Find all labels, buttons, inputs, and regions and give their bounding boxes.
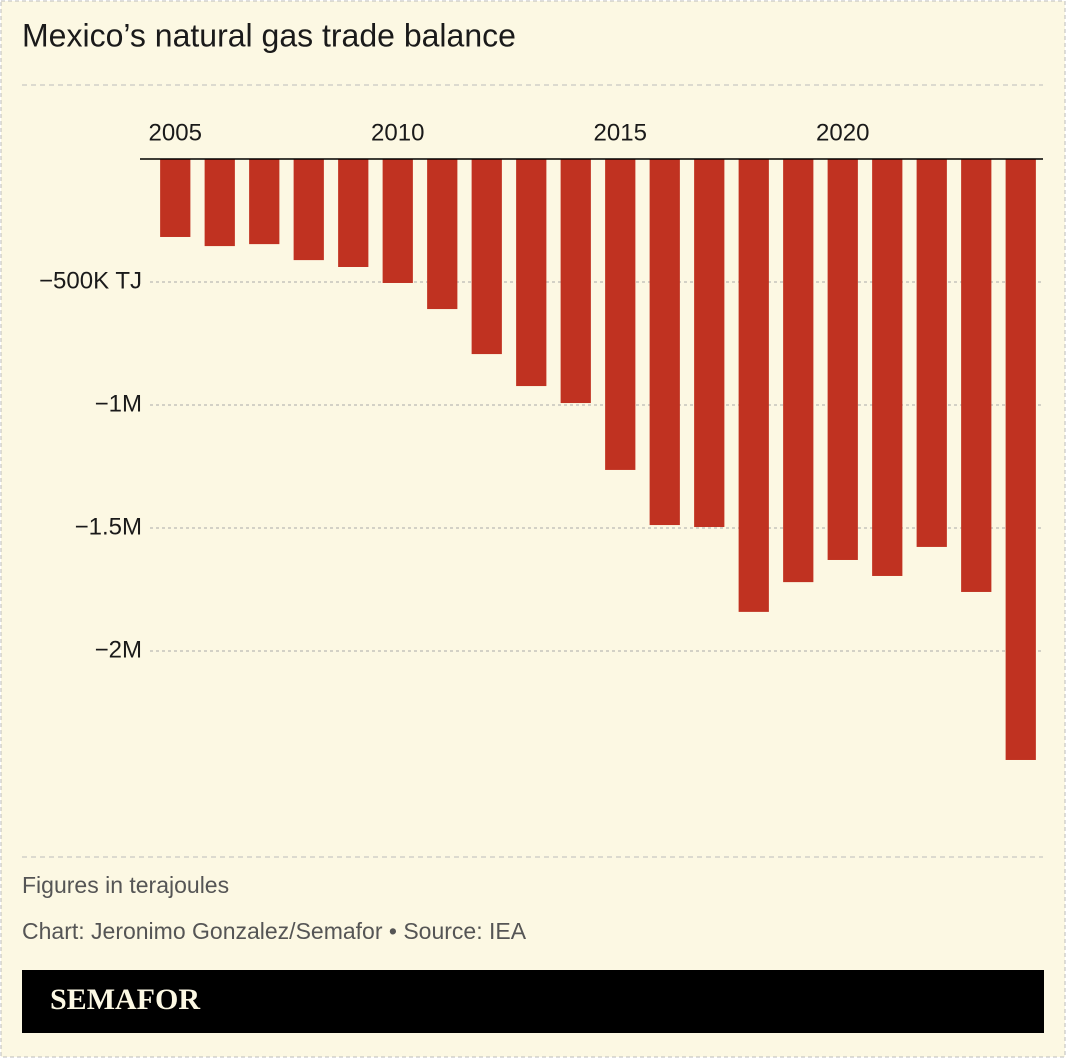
bar — [427, 159, 458, 310]
bar — [560, 159, 591, 404]
bar — [783, 159, 814, 583]
bar — [649, 159, 680, 526]
brand-logo: SEMAFOR — [50, 983, 200, 1016]
chart-title: Mexico’s natural gas trade balance — [22, 17, 516, 53]
bar — [516, 159, 547, 387]
bar — [694, 159, 725, 528]
bar — [872, 159, 903, 576]
x-tick-label: 2005 — [149, 119, 202, 146]
bar — [293, 159, 324, 261]
note: Figures in terajoules — [22, 872, 229, 898]
bar — [1005, 159, 1036, 760]
x-tick-label: 2010 — [371, 119, 424, 146]
bar — [961, 159, 992, 592]
bar — [249, 159, 280, 245]
bar — [916, 159, 947, 547]
y-tick-label: −2M — [95, 636, 142, 663]
bar — [605, 159, 636, 470]
x-tick-label: 2015 — [594, 119, 647, 146]
bar — [382, 159, 413, 283]
y-tick-label: −500K TJ — [39, 267, 142, 294]
credit: Chart: Jeronimo Gonzalez/Semafor • Sourc… — [22, 918, 527, 944]
brand-bar — [22, 970, 1044, 1033]
bar — [827, 159, 858, 560]
bar — [160, 159, 191, 237]
bar — [338, 159, 369, 267]
bar — [738, 159, 769, 612]
bar — [471, 159, 502, 355]
y-tick-label: −1M — [95, 390, 142, 417]
x-tick-label: 2020 — [816, 119, 869, 146]
y-tick-label: −1.5M — [75, 513, 142, 540]
bar — [204, 159, 235, 247]
